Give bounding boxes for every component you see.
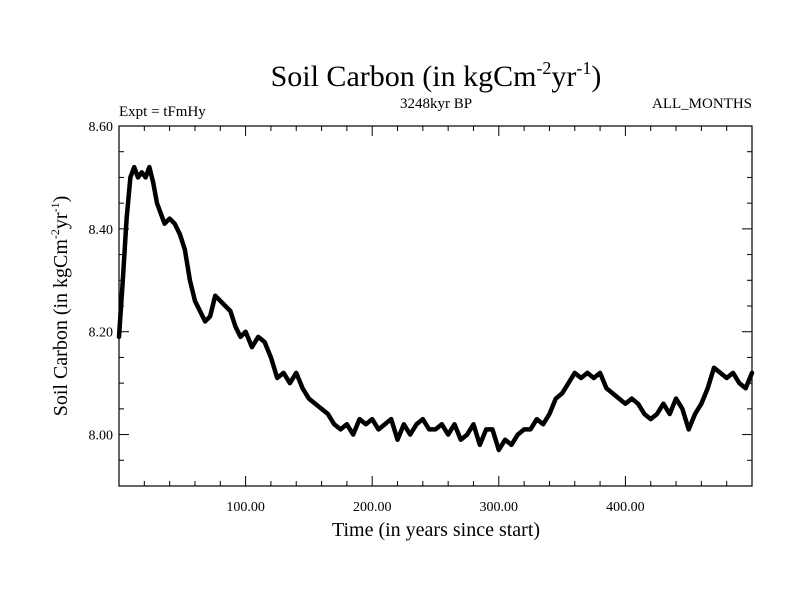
chart-title-main: Soil Carbon (in kgCm	[271, 60, 537, 93]
y-axis-label-main: Soil Carbon (in kgCm	[50, 239, 72, 417]
experiment-label: Expt = tFmHy	[119, 104, 206, 120]
y-axis-label-sup1: -2	[48, 229, 62, 239]
period-label: 3248kyr BP	[400, 96, 472, 112]
y-tick-label: 8.00	[89, 429, 114, 444]
x-axis: 100.00 200.00 300.00 400.00	[226, 126, 645, 515]
months-label: ALL_MONTHS	[652, 96, 752, 112]
y-tick-label: 8.20	[89, 326, 114, 341]
soil-carbon-series-line	[116, 164, 755, 453]
chart-title: Soil Carbon (in kgCm-2yr-1)	[271, 58, 602, 93]
chart-title-sup1: -2	[536, 58, 551, 78]
x-axis-label: Time (in years since start)	[332, 519, 540, 541]
y-axis-label-end: )	[50, 196, 72, 203]
y-axis-label-sup2: -1	[48, 202, 62, 212]
x-tick-label: 100.00	[226, 500, 265, 515]
y-tick-label: 8.60	[89, 120, 114, 135]
x-tick-label: 300.00	[480, 500, 519, 515]
y-axis-label: Soil Carbon (in kgCm-2yr-1)	[48, 196, 72, 417]
chart-title-sup2: -1	[576, 58, 591, 78]
x-tick-label: 400.00	[606, 500, 645, 515]
y-axis-label-mid: yr	[50, 212, 72, 229]
chart-title-end: )	[591, 60, 601, 93]
chart-title-mid: yr	[551, 60, 576, 93]
x-tick-label: 200.00	[353, 500, 392, 515]
y-tick-label: 8.40	[89, 223, 114, 238]
